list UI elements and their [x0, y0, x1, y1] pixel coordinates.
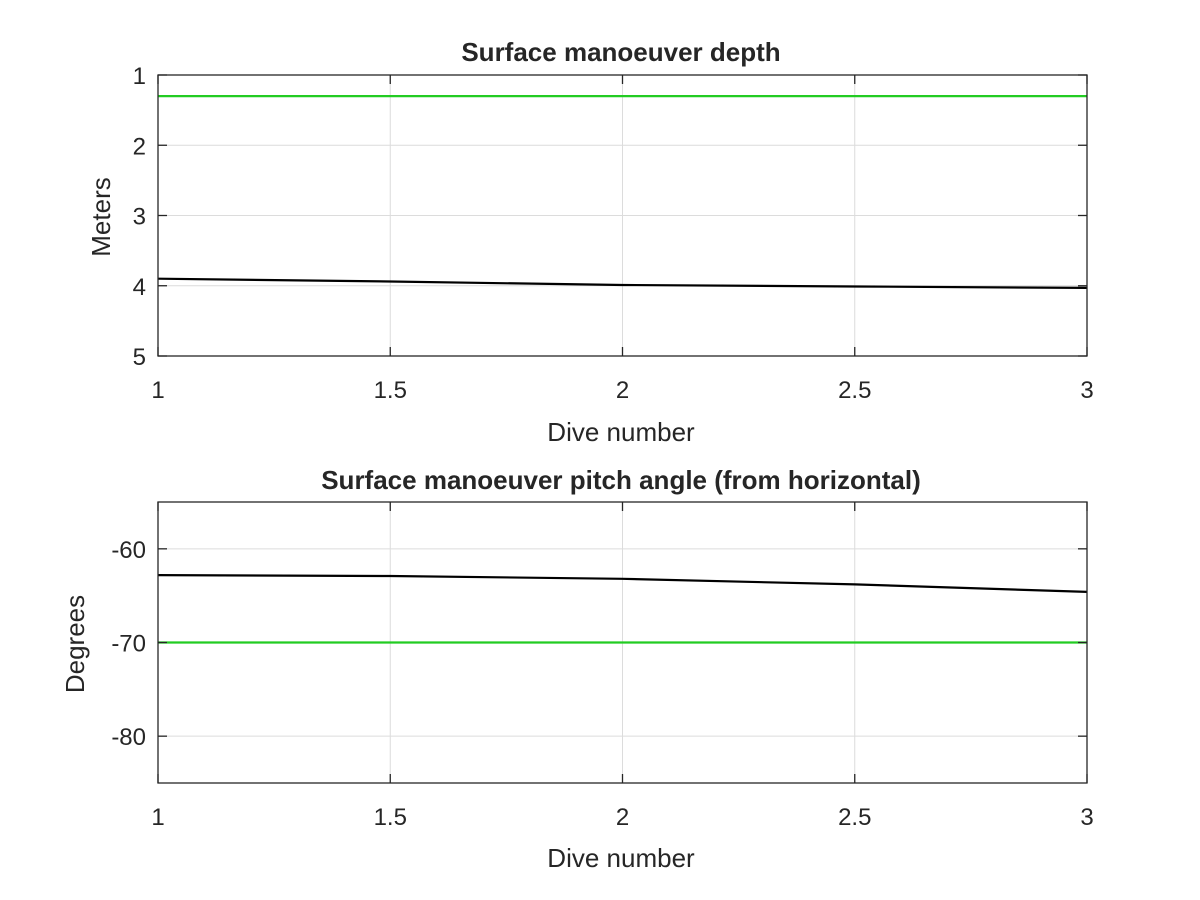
y-tick-label: -80	[111, 724, 146, 751]
axis-ticks: 1 1.5 2 2.5 3 -60 -70 -80	[111, 502, 1094, 831]
y-tick-label: 1	[133, 63, 146, 90]
y-tick-label: 5	[133, 344, 146, 371]
x-tick-label: 2.5	[838, 804, 871, 831]
series-line	[157, 573, 1088, 593]
grid	[157, 74, 1088, 357]
x-tick-label: 3	[1080, 804, 1093, 831]
x-tick-label: 3	[1080, 377, 1093, 404]
x-tick-label: 1	[151, 804, 164, 831]
series-line	[157, 277, 1088, 289]
plot-lines	[157, 573, 1088, 644]
y-tick-label: 4	[133, 274, 146, 301]
axis-ticks: 1 1.5 2 2.5 3 1 2 3 4 5	[133, 63, 1094, 404]
x-tick-label: 2	[616, 377, 629, 404]
chart-title: Surface manoeuver pitch angle (from hori…	[321, 465, 921, 495]
x-tick-label: 1.5	[374, 804, 407, 831]
y-tick-label: 3	[133, 204, 146, 231]
plot-lines	[157, 94, 1088, 289]
y-tick-label: -70	[111, 631, 146, 658]
chart-title: Surface manoeuver depth	[461, 37, 780, 67]
y-tick-label: -60	[111, 537, 146, 564]
depth-subplot: Surface manoeuver depth Dive number Mete…	[86, 37, 1094, 447]
y-axis-label: Meters	[86, 177, 116, 256]
x-axis-label: Dive number	[547, 417, 695, 447]
pitch-subplot: Surface manoeuver pitch angle (from hori…	[60, 465, 1094, 873]
y-tick-label: 2	[133, 133, 146, 160]
x-axis-label: Dive number	[547, 843, 695, 873]
x-tick-label: 1	[151, 377, 164, 404]
x-tick-label: 1.5	[374, 377, 407, 404]
y-axis-label: Degrees	[60, 595, 90, 693]
x-tick-label: 2.5	[838, 377, 871, 404]
x-tick-label: 2	[616, 804, 629, 831]
